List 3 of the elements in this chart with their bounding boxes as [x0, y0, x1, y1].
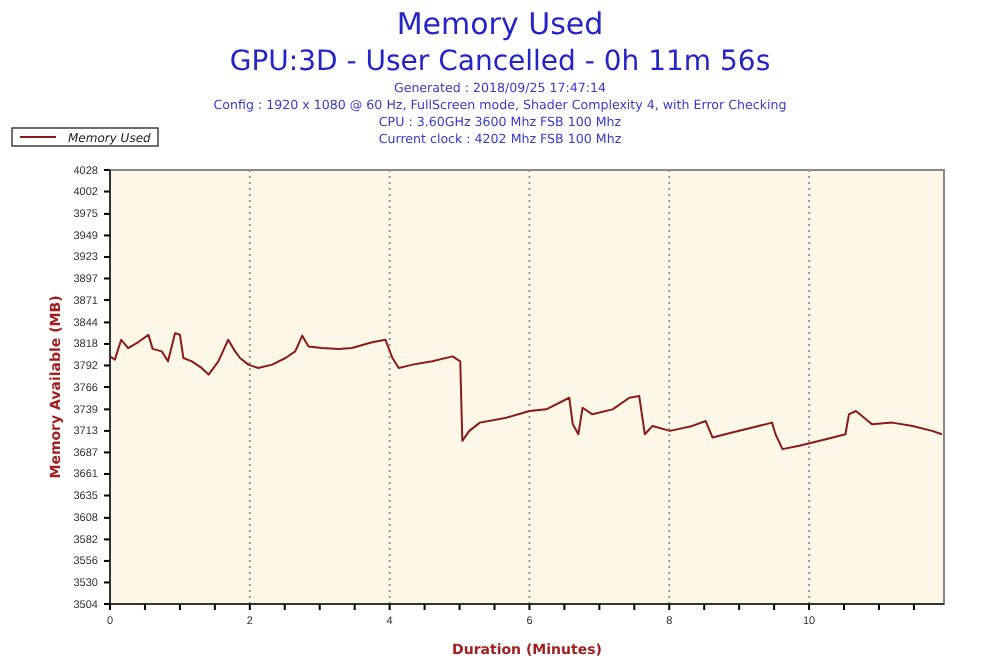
- chart-subtitle: GPU:3D - User Cancelled - 0h 11m 56s: [229, 46, 771, 78]
- line-series: [109, 332, 943, 451]
- chart-title: Memory Used: [396, 6, 604, 42]
